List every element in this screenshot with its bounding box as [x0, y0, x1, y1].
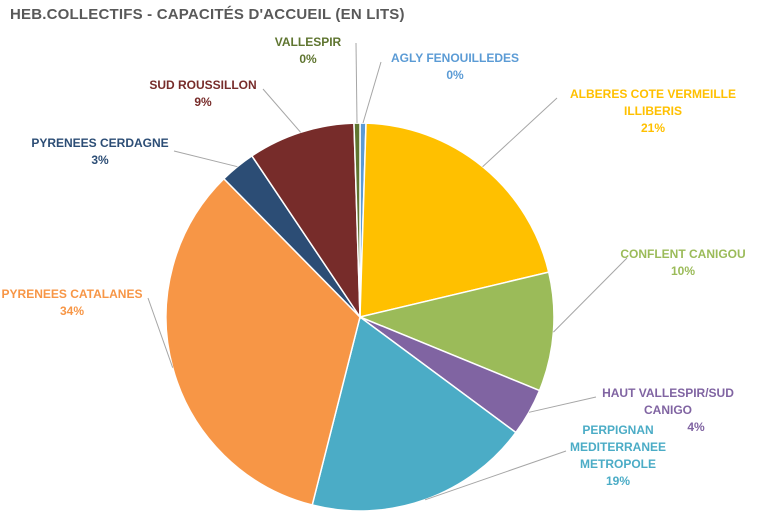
slice-percent: 19%: [606, 474, 630, 488]
slice-label: AGLY FENOUILLEDES: [391, 51, 519, 65]
slice-label: PYRENEES CATALANES: [2, 287, 143, 301]
slice-percent: 4%: [687, 420, 705, 434]
pie-slice-9: [353, 122, 361, 318]
leader-line: [482, 97, 558, 168]
slice-label: ALBERES COTE VERMEILLE: [570, 87, 736, 101]
pie-slice-6: [165, 177, 361, 506]
slice-percent: 21%: [641, 121, 665, 135]
slice-label: MEDITERRANEE: [570, 440, 666, 454]
leader-line: [424, 450, 567, 501]
leader-line: [173, 150, 238, 168]
slice-percent: 34%: [60, 304, 84, 318]
leader-line: [553, 257, 628, 333]
slice-labels: AGLY FENOUILLEDES 0% ALBERES COTE VERMEILL…: [2, 35, 746, 501]
leader-line: [355, 42, 358, 124]
pie-slice-3: [357, 271, 555, 392]
leader-line: [147, 297, 174, 368]
slice-label: CANIGO: [644, 403, 692, 417]
slice-percent: 9%: [194, 95, 212, 109]
slice-label: CONFLENT CANIGOU: [620, 247, 745, 261]
slice-label: VALLESPIR: [275, 35, 342, 49]
leader-line: [262, 88, 301, 133]
pie-slice-8: [250, 122, 361, 320]
slice-percent: 0%: [299, 52, 317, 66]
leader-line: [362, 61, 382, 124]
slice-label: SUD ROUSSILLON: [149, 78, 256, 92]
slice-percent: 3%: [91, 153, 109, 167]
slice-percent: 0%: [446, 68, 464, 82]
slice-label: METROPOLE: [580, 457, 656, 471]
slice-label: HAUT VALLESPIR/SUD: [602, 386, 734, 400]
slice-label: PYRENEES CERDAGNE: [31, 136, 168, 150]
pie-slices: [165, 122, 555, 512]
slice-percent: 10%: [671, 264, 695, 278]
slice-label: PERPIGNAN: [582, 423, 653, 437]
chart-title: HEB.COLLECTIFS - CAPACITÉS D'ACCUEIL (EN…: [10, 6, 405, 23]
leader-line: [528, 396, 597, 413]
slice-label: ILLIBERIS: [624, 104, 682, 118]
